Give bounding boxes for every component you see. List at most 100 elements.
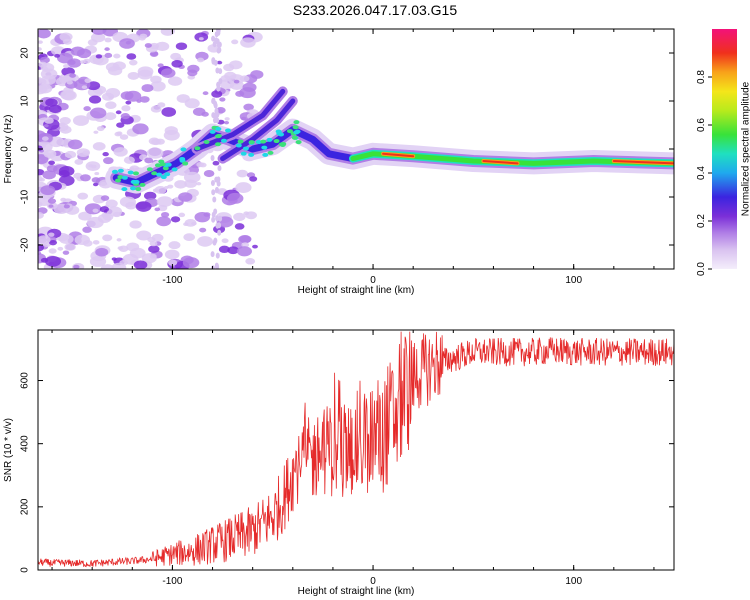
- noise-blob: [92, 208, 99, 213]
- noise-blob: [160, 29, 175, 36]
- noise-streak: [211, 35, 216, 42]
- noise-blob: [116, 122, 125, 128]
- noise-blob: [141, 253, 157, 264]
- noise-blob: [194, 211, 211, 223]
- track-speckle: [162, 166, 169, 171]
- track-speckle: [215, 126, 222, 131]
- noise-blob: [160, 68, 176, 78]
- track-red: [482, 160, 519, 165]
- noise-streak: [215, 29, 220, 33]
- noise-streak: [217, 222, 222, 229]
- noise-blob: [170, 52, 182, 61]
- noise-blob: [69, 73, 76, 78]
- track-speckle: [151, 171, 158, 176]
- noise-blob: [77, 192, 89, 200]
- noise-blob: [112, 211, 121, 218]
- noise-blob: [82, 226, 92, 233]
- noise-blob: [38, 47, 42, 51]
- noise-blob: [224, 117, 230, 121]
- noise-blob: [194, 32, 209, 42]
- noise-blob: [249, 176, 258, 182]
- noise-blob: [88, 95, 102, 104]
- spectrogram-xtick-label: 0: [370, 275, 376, 286]
- noise-blob: [139, 96, 150, 103]
- noise-blob: [157, 63, 164, 68]
- noise-blob: [167, 184, 174, 189]
- track-speckle: [255, 139, 262, 144]
- noise-blob: [245, 211, 257, 220]
- noise-blob: [105, 101, 117, 109]
- snr-ylabel: SNR (10 * v/v): [3, 418, 14, 482]
- noise-streak: [211, 216, 216, 223]
- noise-blob: [150, 81, 166, 92]
- noise-blob: [233, 79, 240, 84]
- noise-blob: [63, 64, 70, 69]
- noise-blob: [245, 258, 256, 265]
- noise-blob: [54, 53, 60, 58]
- noise-blob: [59, 234, 74, 245]
- noise-streak: [210, 179, 215, 186]
- track-red: [382, 152, 415, 158]
- noise-blob: [199, 227, 207, 233]
- noise-streak: [217, 229, 222, 236]
- noise-blob: [219, 79, 235, 90]
- noise-blob: [81, 85, 88, 90]
- noise-blob: [197, 57, 205, 63]
- noise-blob: [90, 32, 106, 43]
- track-speckle: [156, 172, 163, 177]
- noise-blob: [115, 110, 122, 115]
- track-speckle: [117, 168, 124, 173]
- noise-blob: [102, 213, 114, 221]
- noise-blob: [64, 243, 76, 251]
- noise-blob: [136, 230, 152, 241]
- noise-blob: [104, 47, 110, 51]
- noise-blob: [73, 264, 80, 269]
- noise-blob: [94, 171, 100, 176]
- noise-streak: [215, 252, 220, 259]
- noise-blob: [137, 69, 153, 80]
- noise-blob: [218, 245, 230, 254]
- noise-blob: [224, 121, 230, 125]
- colorbar-fill: [712, 29, 737, 269]
- noise-blob: [175, 42, 188, 50]
- track-speckle: [182, 161, 189, 166]
- noise-blob: [95, 247, 109, 257]
- noise-blob: [144, 157, 154, 164]
- noise-blob: [243, 103, 254, 111]
- noise-streak: [212, 239, 217, 246]
- track-speckle: [237, 139, 244, 144]
- track-speckle: [203, 140, 210, 145]
- spectrogram-plot: [38, 29, 674, 269]
- noise-blob: [63, 204, 70, 209]
- noise-blob: [38, 78, 47, 85]
- noise-blob: [48, 104, 62, 114]
- noise-blob: [235, 182, 252, 193]
- noise-blob: [182, 257, 200, 269]
- noise-blob: [57, 52, 73, 64]
- noise-blob: [155, 41, 170, 52]
- colorbar-tick-label: 0.2: [696, 214, 707, 228]
- noise-blob: [38, 201, 43, 208]
- track-speckle: [279, 143, 286, 148]
- noise-blob: [196, 181, 202, 186]
- noise-streak: [217, 47, 222, 54]
- noise-blob: [104, 52, 113, 59]
- noise-blob: [62, 38, 72, 45]
- noise-streak: [210, 154, 215, 161]
- noise-blob: [168, 241, 181, 250]
- track-speckle: [224, 128, 231, 133]
- noise-streak: [214, 37, 219, 44]
- noise-blob: [226, 192, 244, 204]
- track-speckle: [278, 132, 285, 137]
- track-speckle: [154, 163, 161, 168]
- noise-blob: [66, 80, 73, 85]
- noise-blob: [39, 177, 45, 182]
- track-speckle: [273, 139, 280, 144]
- noise-blob: [105, 88, 121, 98]
- noise-blob: [59, 122, 66, 127]
- noise-blob: [143, 191, 157, 200]
- snr-xtick-label: 0: [370, 576, 376, 587]
- noise-blob: [156, 196, 173, 207]
- noise-streak: [217, 165, 222, 172]
- noise-blob: [38, 29, 51, 39]
